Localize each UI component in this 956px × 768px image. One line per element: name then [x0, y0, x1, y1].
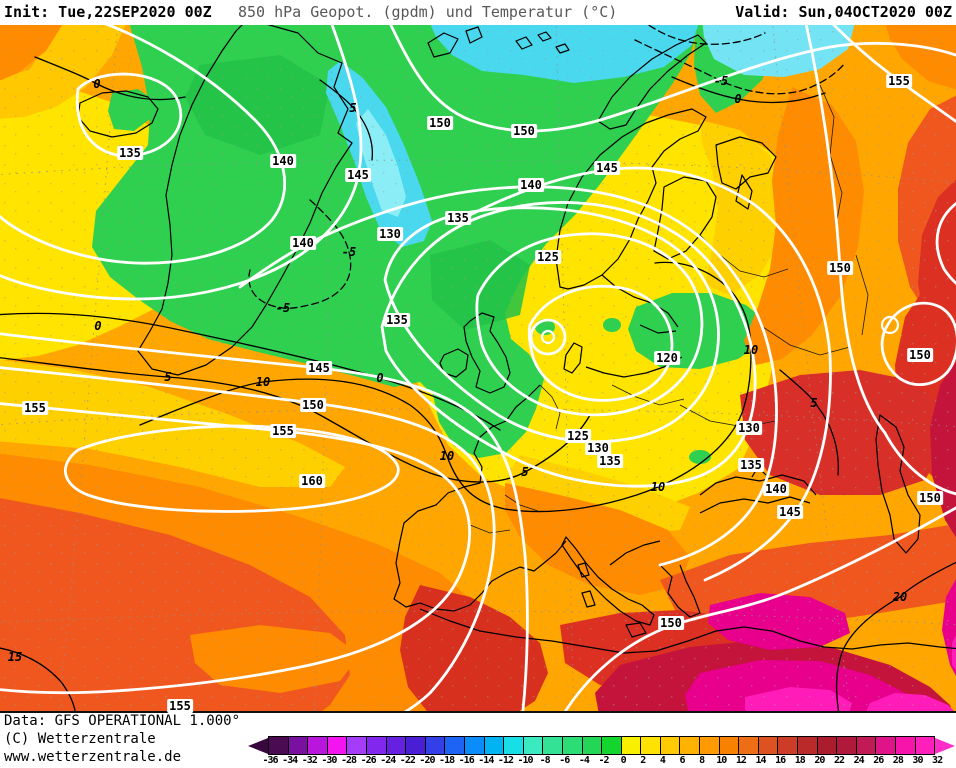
- colorbar-segment: [700, 737, 720, 754]
- colorbar-tick: -12: [497, 755, 514, 766]
- colorbar-segment: [641, 737, 661, 754]
- map-canvas: [0, 25, 956, 713]
- temperature-colorbar: [248, 736, 956, 755]
- colorbar-tick: -22: [399, 755, 416, 766]
- colorbar-segment: [876, 737, 896, 754]
- colorbar-segment: [327, 737, 348, 754]
- map-title: 850 hPa Geopot. (gpdm) und Temperatur (°…: [238, 3, 618, 21]
- data-source-label: Data: GFS OPERATIONAL 1.000°: [4, 713, 241, 729]
- colorbar-segment: [269, 737, 289, 754]
- colorbar-segment: [837, 737, 857, 754]
- colorbar-tick: 28: [892, 755, 904, 766]
- colorbar-segment: [896, 737, 916, 754]
- colorbar-tick: -32: [301, 755, 318, 766]
- colorbar-tick: 26: [873, 755, 884, 766]
- colorbar-segment: [523, 737, 544, 754]
- colorbar-tick: 6: [679, 755, 686, 766]
- geopotential-contours: [0, 25, 956, 713]
- colorbar-segment: [562, 737, 583, 754]
- colorbar-tick: -26: [360, 755, 377, 766]
- colorbar-segment: [856, 737, 877, 754]
- colorbar-segment: [660, 737, 681, 754]
- graticule-lines: [0, 25, 956, 713]
- colorbar-tick: -16: [458, 755, 475, 766]
- init-time-label: Init: Tue,22SEP2020 00Z: [4, 3, 212, 21]
- colorbar-segment: [680, 737, 701, 754]
- colorbar-segment: [798, 737, 818, 754]
- colorbar-segment: [484, 737, 505, 754]
- colorbar-right-arrow: [935, 737, 956, 754]
- colorbar-tick: 30: [912, 755, 923, 766]
- colorbar-tick: 24: [853, 755, 865, 766]
- colorbar-tick: 22: [833, 755, 845, 766]
- colorbar-tick: 16: [775, 755, 786, 766]
- colorbar-segment: [621, 737, 642, 754]
- colorbar-segment: [425, 737, 446, 754]
- coastlines: [77, 25, 956, 654]
- colorbar-tick: 18: [794, 755, 806, 766]
- colorbar-segment: [445, 737, 465, 754]
- colorbar-segments: [268, 736, 936, 755]
- colorbar-tick: -36: [262, 755, 278, 766]
- colorbar-tick: 12: [735, 755, 747, 766]
- colorbar-segment: [582, 737, 603, 754]
- copyright-label: (C) Wetterzentrale: [4, 731, 156, 747]
- graticule-specks: [0, 25, 956, 713]
- colorbar-tick: 2: [640, 755, 646, 766]
- colorbar-segment: [602, 737, 622, 754]
- footer: Data: GFS OPERATIONAL 1.000° (C) Wetterz…: [0, 713, 956, 768]
- colorbar-segment: [308, 737, 328, 754]
- colorbar-tick: -34: [282, 755, 298, 766]
- colorbar-tick: -4: [578, 755, 590, 766]
- website-label: www.wetterzentrale.de: [4, 749, 182, 765]
- valid-time-label: Valid: Sun,04OCT2020 00Z: [735, 3, 952, 21]
- colorbar-tick: -30: [321, 755, 337, 766]
- colorbar-tick: 8: [699, 755, 705, 766]
- colorbar-segment: [778, 737, 799, 754]
- colorbar-segment: [464, 737, 485, 754]
- colorbar-segment: [288, 737, 309, 754]
- colorbar-tick: -10: [517, 755, 534, 766]
- colorbar-tick: 10: [716, 755, 727, 766]
- colorbar-tick: 14: [755, 755, 766, 766]
- colorbar-tick: 20: [814, 755, 825, 766]
- colorbar-tick: -18: [439, 755, 455, 766]
- colorbar-segment: [758, 737, 779, 754]
- colorbar-segment: [915, 737, 935, 754]
- colorbar-tick: 0: [620, 755, 627, 766]
- colorbar-tick: 4: [659, 755, 666, 766]
- colorbar-tick: -2: [598, 755, 610, 766]
- colorbar-tick: -6: [559, 755, 570, 766]
- colorbar-tick: -24: [380, 755, 396, 766]
- colorbar-segment: [386, 737, 407, 754]
- colorbar-tick: -14: [478, 755, 494, 766]
- colorbar-segment: [366, 737, 387, 754]
- header: Init: Tue,22SEP2020 00Z 850 hPa Geopot. …: [0, 0, 956, 25]
- colorbar-segment: [719, 737, 740, 754]
- weather-map: [0, 25, 956, 713]
- colorbar-tick: 32: [932, 755, 943, 766]
- colorbar-segment: [347, 737, 367, 754]
- colorbar-segment: [543, 737, 563, 754]
- colorbar-segment: [817, 737, 838, 754]
- colorbar-segment: [739, 737, 759, 754]
- colorbar-segment: [406, 737, 426, 754]
- colorbar-tick: -8: [539, 755, 551, 766]
- colorbar-left-arrow: [248, 737, 268, 754]
- colorbar-tick: -28: [340, 755, 357, 766]
- colorbar-segment: [504, 737, 524, 754]
- colorbar-ticks: -36 -34 -32 -30 -28 -26 -24 -22 -20 -18 -16 -14 -12-…: [262, 755, 950, 767]
- colorbar-tick: -20: [419, 755, 435, 766]
